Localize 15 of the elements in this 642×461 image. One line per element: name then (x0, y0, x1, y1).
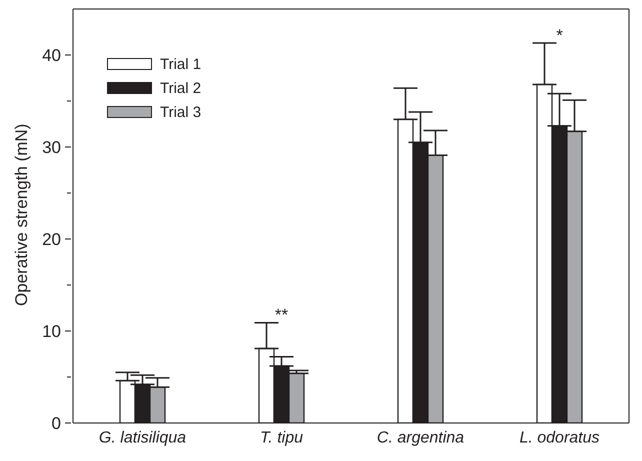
y-tick-label: 0 (52, 414, 61, 433)
annotation: * (556, 26, 564, 46)
y-axis-title: Operative strength (mN) (12, 124, 32, 306)
legend-label: Trial 1 (160, 56, 202, 72)
x-tick-label: C. argentina (376, 429, 464, 446)
y-tick-label: 10 (42, 322, 61, 341)
annotation: ** (274, 306, 288, 325)
legend-label: Trial 2 (160, 80, 202, 96)
x-tick-label: L. odoratus (519, 429, 600, 446)
x-tick-label: T. tipu (260, 429, 304, 446)
y-tick-label: 40 (42, 46, 61, 65)
x-tick-label: G. latisiliqua (98, 429, 186, 446)
y-tick-label: 30 (42, 138, 61, 157)
legend-label: Trial 3 (160, 104, 202, 120)
y-tick-label: 20 (42, 230, 61, 249)
